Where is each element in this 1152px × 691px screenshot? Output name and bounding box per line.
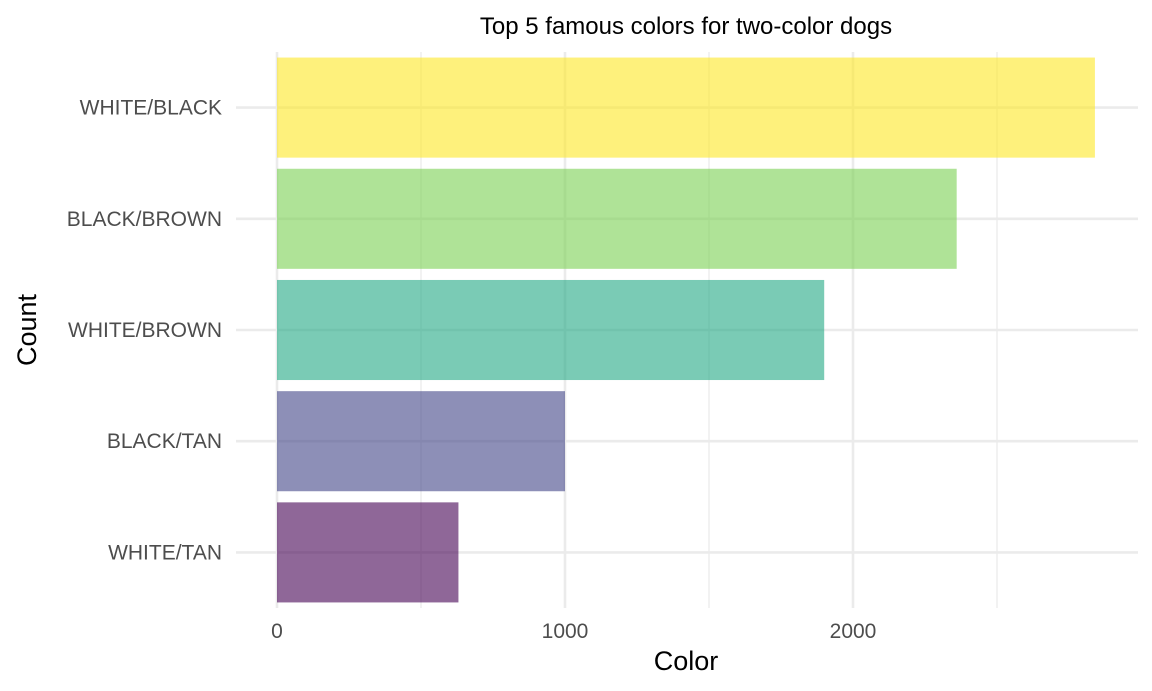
y-tick-labels: WHITE/BLACK BLACK/BROWN WHITE/BROWN BLACK/T… — [67, 97, 222, 565]
y-axis-title: Count — [12, 293, 42, 366]
chart-title: Top 5 famous colors for two-color dogs — [480, 13, 892, 40]
y-tick-label: WHITE/BROWN — [68, 319, 222, 342]
y-tick-label: BLACK/BROWN — [67, 208, 222, 231]
y-tick-label: WHITE/TAN — [108, 541, 222, 564]
y-tick-label: WHITE/BLACK — [80, 97, 222, 120]
x-tick-label: 1000 — [542, 620, 589, 643]
bar-black-brown — [277, 168, 957, 269]
y-tick-label: BLACK/TAN — [107, 430, 222, 453]
bar-white-brown — [277, 279, 825, 381]
x-tick-label: 0 — [271, 620, 283, 643]
x-axis-title: Color — [654, 646, 719, 676]
bar-black-tan — [277, 391, 565, 492]
x-tick-label: 2000 — [830, 620, 877, 643]
bar-white-black — [277, 57, 1095, 158]
bars — [277, 57, 1095, 603]
x-tick-labels: 0 1000 2000 — [271, 620, 876, 643]
bar-white-tan — [277, 502, 459, 603]
